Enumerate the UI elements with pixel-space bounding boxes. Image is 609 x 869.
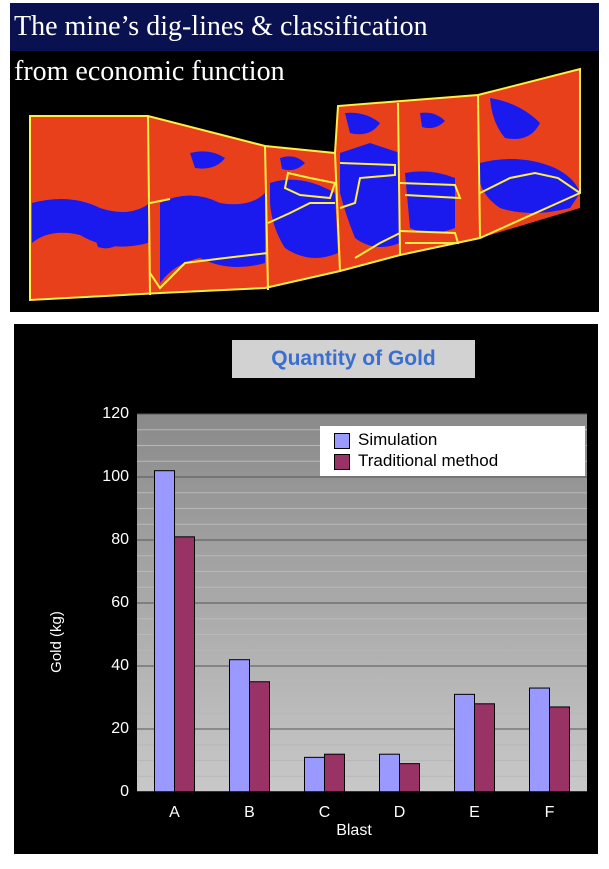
bar-traditional-D xyxy=(399,763,420,793)
map-title-bar xyxy=(10,3,599,51)
y-tick-label: 0 xyxy=(120,783,129,800)
y-tick-label: 20 xyxy=(111,720,129,737)
y-tick-label: 40 xyxy=(111,657,129,674)
legend-label-traditional: Traditional method xyxy=(358,451,499,470)
bar-traditional-F xyxy=(549,706,570,793)
x-axis-label: Blast xyxy=(336,822,372,839)
chart-title: Quantity of Gold xyxy=(271,347,436,370)
y-tick-label: 120 xyxy=(102,405,129,422)
x-tick-label: E xyxy=(469,804,480,821)
mine-map-panel: The mine’s dig-lines & classification fr… xyxy=(10,3,599,312)
legend-label-simulation: Simulation xyxy=(358,430,438,449)
x-tick-label: B xyxy=(244,804,255,821)
map-title-line-1: The mine’s dig-lines & classification xyxy=(14,11,428,42)
legend-swatch-traditional xyxy=(334,454,350,470)
bar-simulation-D xyxy=(379,753,400,793)
y-tick-label: 80 xyxy=(111,531,129,548)
dig-lines xyxy=(29,67,581,302)
bar-simulation-C xyxy=(304,756,325,793)
x-tick-label: F xyxy=(544,804,555,821)
mine-map xyxy=(29,67,581,302)
x-tick-label: C xyxy=(318,804,331,821)
map-title-line-2: from economic function xyxy=(14,56,285,87)
bar-simulation-B xyxy=(229,659,250,793)
x-tick-label: A xyxy=(169,804,180,821)
chart-legend: Simulation Traditional method xyxy=(320,426,585,476)
bar-simulation-A xyxy=(154,470,175,793)
y-axis-label: Gold (kg) xyxy=(48,611,65,673)
waste-zones xyxy=(32,98,580,283)
x-tick-label: D xyxy=(393,804,406,821)
bar-traditional-A xyxy=(174,536,195,793)
chart-title-box: Quantity of Gold xyxy=(232,340,475,378)
bar-simulation-E xyxy=(454,693,475,793)
bar-traditional-B xyxy=(249,681,270,793)
bar-traditional-E xyxy=(474,703,495,793)
bar-simulation-F xyxy=(529,687,550,793)
legend-swatch-simulation xyxy=(334,433,350,449)
y-tick-label: 100 xyxy=(102,468,129,485)
gold-bar-chart xyxy=(137,413,587,793)
bar-traditional-C xyxy=(324,753,345,793)
y-tick-label: 60 xyxy=(111,594,129,611)
